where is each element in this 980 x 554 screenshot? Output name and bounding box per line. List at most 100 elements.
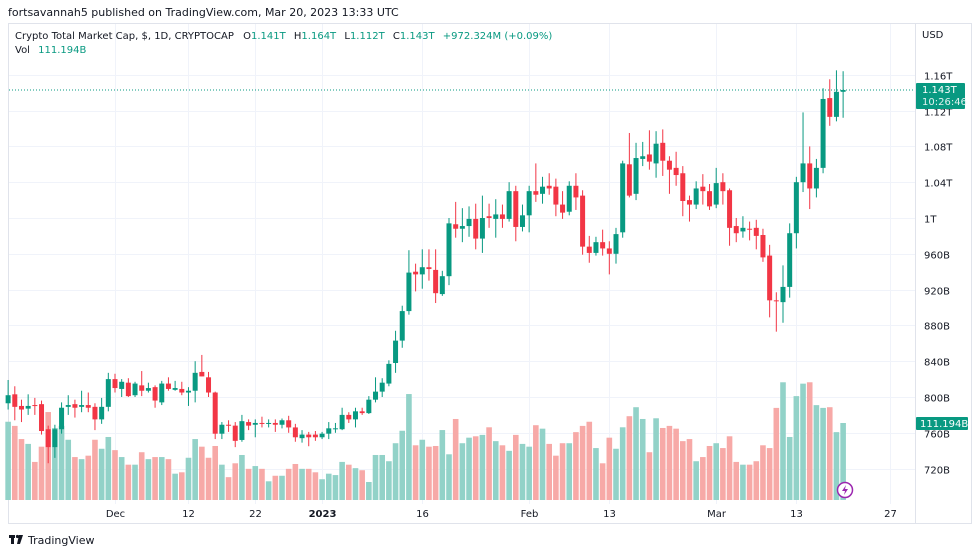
volume-bar <box>312 472 319 500</box>
volume-bar <box>179 472 185 500</box>
y-tick-label: 720B <box>924 466 950 477</box>
candle-body <box>586 246 592 253</box>
volume-bar <box>780 382 786 500</box>
volume-bar <box>733 461 740 500</box>
candle-body <box>232 425 238 441</box>
candle-body <box>560 204 566 213</box>
candle-body <box>700 186 706 192</box>
y-tick-label: 1.12T <box>924 108 953 119</box>
volume-bar <box>332 475 339 500</box>
x-tick-label: 2023 <box>309 509 337 520</box>
y-tick-label: 800B <box>924 394 950 405</box>
price-axis[interactable]: 1.16T 1.12T 1.08T 1.04T 1T 960B 920B 880B 840B 80… <box>924 72 953 477</box>
volume-bar <box>566 443 573 500</box>
y-tick-label: 840B <box>924 358 950 369</box>
candle-body <box>326 428 332 434</box>
candle-body <box>72 404 78 408</box>
volume-bar <box>519 443 526 500</box>
candle-body <box>446 223 452 277</box>
y-tick-label: 760B <box>924 430 950 441</box>
candle-body <box>352 411 358 420</box>
candle-body <box>747 228 753 230</box>
lightning-icon[interactable] <box>836 481 854 499</box>
legend-close-label: C <box>393 31 400 42</box>
legend-volume-label: Vol <box>15 45 30 56</box>
last-volume-label: 111.194B <box>920 419 968 430</box>
candle-body <box>666 160 672 170</box>
candle-body <box>580 195 586 247</box>
volume-bar <box>78 459 85 500</box>
volume-bar <box>386 461 392 500</box>
candle-body <box>426 267 432 270</box>
candle-body <box>292 427 298 438</box>
volume-bar <box>18 439 25 500</box>
volume-bar <box>786 436 793 500</box>
volume-bar <box>392 443 399 500</box>
candle-body <box>139 385 145 391</box>
volume-bar <box>346 464 352 500</box>
volume-bar <box>245 468 252 500</box>
y-tick-label: 1.16T <box>924 72 953 83</box>
legend-volume-value: 111.194B <box>38 45 86 56</box>
candle-body <box>272 422 278 425</box>
candle-body <box>105 379 111 407</box>
candle-body <box>727 190 733 228</box>
candle-body <box>807 163 813 189</box>
candle-body <box>526 191 532 216</box>
volume-bar <box>12 425 18 500</box>
candle-body <box>18 405 24 410</box>
candle-body <box>52 429 58 448</box>
volume-bar <box>492 441 499 500</box>
legend-symbol: Crypto Total Market Cap, $, 1D, CRYPTOCA… <box>15 31 234 42</box>
volume-bar <box>319 479 325 500</box>
volume-bar <box>339 461 345 500</box>
brand-name: TradingView <box>27 534 94 547</box>
candle-body <box>753 227 759 236</box>
x-tick-label: 13 <box>603 509 616 520</box>
volume-bar <box>299 468 305 500</box>
candle-body <box>506 191 512 219</box>
volume-bar <box>700 457 706 500</box>
volume-bar <box>586 421 593 500</box>
volume-bar <box>372 454 379 500</box>
candle-body <box>640 156 646 159</box>
candle-body <box>433 269 439 294</box>
volume-bar <box>746 464 753 500</box>
currency-label: USD <box>922 30 944 41</box>
last-price-badge: 1.143T 10:26:46 <box>916 83 967 110</box>
volume-bar <box>232 463 239 500</box>
volume-bar <box>325 473 332 500</box>
candle-body <box>453 224 459 229</box>
volume-bar <box>172 473 178 500</box>
volume-bar <box>840 422 846 500</box>
volume-bar <box>305 468 312 500</box>
x-tick-label: 13 <box>790 509 803 520</box>
volume-bar <box>65 439 72 500</box>
candle-body <box>239 421 245 440</box>
volume-bar <box>185 457 192 500</box>
candle-body <box>346 414 352 420</box>
volume-bar <box>279 475 285 500</box>
time-axis[interactable]: Dec 12 22 2023 16 Feb 13 Mar 13 27 <box>106 509 897 520</box>
candle-body <box>613 234 619 254</box>
candle-body <box>406 272 412 312</box>
svg-text:Vol 111.194B: Vol 111.194B <box>15 45 87 56</box>
volume-bar <box>459 443 466 500</box>
candle-body <box>713 183 719 205</box>
x-tick-label: 22 <box>249 509 262 520</box>
candle-body <box>119 381 125 389</box>
volume-bar <box>546 443 552 500</box>
tradingview-logo-icon <box>9 534 23 544</box>
volume-series <box>5 382 846 500</box>
candle-body <box>85 405 91 408</box>
volume-bar <box>513 434 519 500</box>
volume-bar <box>486 427 492 500</box>
candle-body <box>600 242 606 249</box>
volume-bar <box>466 437 472 500</box>
legend-low-value: 1.112T <box>350 31 386 42</box>
tradingview-logo[interactable]: TradingView <box>9 534 94 547</box>
x-tick-label: Mar <box>707 509 727 520</box>
candle-body <box>673 167 679 176</box>
volume-bar <box>406 394 412 500</box>
